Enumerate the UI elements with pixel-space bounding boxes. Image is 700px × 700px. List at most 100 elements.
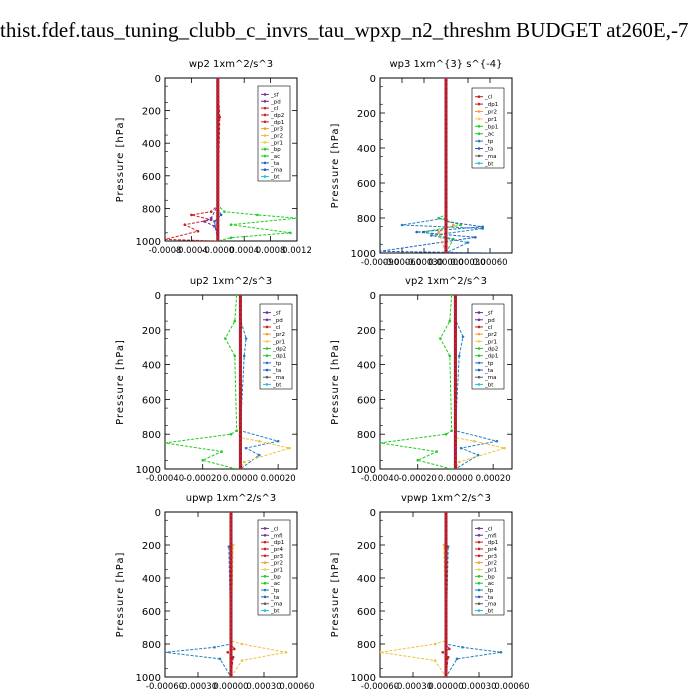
series-point (213, 646, 216, 649)
legend-marker (477, 361, 481, 365)
legend-marker (477, 368, 481, 372)
zero-profile-point (444, 592, 448, 597)
series-group (165, 78, 297, 241)
legend-entry: _ma (272, 375, 284, 381)
legend-marker (477, 318, 481, 322)
zero-profile-point (444, 107, 448, 111)
legend-marker (265, 375, 269, 379)
zero-profile-point (216, 198, 220, 202)
zero-profile-point (444, 172, 448, 176)
series-line (203, 78, 219, 241)
x-tick-label: 0.00000 (428, 258, 463, 268)
series-point (442, 543, 446, 547)
zero-profile-point (444, 163, 448, 168)
zero-profile-point (444, 207, 448, 211)
zero-profile-point (216, 92, 220, 96)
legend-marker (477, 340, 481, 343)
zero-profile-point (444, 617, 448, 621)
series-point (196, 229, 200, 233)
series-line (401, 78, 483, 253)
zero-profile-point (216, 125, 220, 129)
zero-profile-point (453, 428, 458, 432)
zero-profile-point (453, 380, 458, 384)
legend-marker (265, 311, 269, 314)
legend-entry: _ta (270, 161, 279, 167)
zero-profile-point (453, 306, 458, 310)
series-point (430, 234, 433, 237)
series-point (450, 467, 453, 469)
zero-profile-point (216, 141, 220, 145)
series-point (183, 223, 187, 226)
zero-profile-point (238, 332, 243, 336)
zero-profile-point (238, 349, 243, 354)
chart-title: wp2 1xm^2/s^3 (189, 59, 273, 70)
legend-entry: _ta (270, 595, 279, 601)
series-line (423, 78, 461, 253)
zero-profile-point (238, 445, 243, 449)
series-point (459, 446, 463, 450)
legend-marker (477, 102, 481, 106)
x-tick-label: 0.00020 (476, 474, 511, 484)
series-point (235, 295, 238, 297)
zero-profile-point (238, 406, 243, 410)
zero-profile-point (453, 341, 458, 345)
series-point (459, 223, 462, 227)
zero-profile-point (444, 203, 448, 207)
legend-marker (477, 354, 481, 357)
zero-profile-point (229, 642, 233, 646)
series-point (231, 543, 235, 547)
y-tick-label: 400 (357, 361, 376, 372)
zero-profile-point (444, 185, 448, 189)
zero-profile-point (238, 389, 243, 393)
zero-profile-point (453, 323, 458, 328)
x-tick-label: 0.00060 (472, 258, 507, 268)
zero-profile-point (229, 667, 233, 671)
zero-profile-point (238, 402, 243, 406)
x-tick-label: 0.00020 (261, 474, 296, 484)
legend-entry: _sf (270, 92, 280, 98)
series-point (450, 429, 453, 433)
zero-profile-point (444, 584, 448, 588)
series-point (209, 210, 213, 213)
zero-profile-point (216, 235, 220, 239)
zero-profile-point (238, 380, 243, 384)
zero-profile-point (216, 170, 220, 174)
y-tick-label: 400 (142, 574, 161, 585)
legend-entry: _cl (484, 325, 493, 331)
legend-marker (263, 533, 267, 537)
zero-profile-point (216, 80, 220, 84)
zero-profile-point (444, 128, 448, 133)
y-tick-label: 1000 (351, 465, 376, 476)
series-point (380, 650, 382, 654)
plot-frame (164, 77, 298, 242)
zero-profile-point (238, 454, 243, 458)
plot-frame (164, 294, 298, 470)
series-point (165, 441, 167, 445)
zero-profile-point (453, 454, 458, 458)
zero-profile-point (453, 358, 458, 362)
legend-entry: _dp1 (484, 354, 498, 360)
series-point (257, 439, 261, 443)
zero-profile-point (229, 555, 233, 559)
zero-profile-point (216, 84, 220, 88)
zero-profile-point (216, 210, 220, 215)
zero-profile-point (444, 572, 448, 576)
legend-marker (477, 602, 481, 606)
zero-profile-point (238, 419, 243, 423)
zero-profile-point (453, 371, 458, 375)
chart-panel: vp2 1xm^2/s^3 Pressure [hPa] 0 200 400 600 800… (330, 276, 513, 484)
zero-profile-point (444, 233, 448, 238)
series-point (455, 657, 459, 661)
zero-profile-point (229, 609, 233, 613)
legend-marker (263, 106, 267, 110)
zero-profile-point (444, 212, 448, 216)
series-point (220, 450, 223, 453)
series-point (213, 220, 216, 223)
y-tick-label: 1000 (136, 237, 161, 248)
series-point (289, 231, 292, 235)
legend-entry: _pr2 (272, 332, 285, 338)
y-axis-label: Pressure [hPa] (330, 552, 341, 638)
zero-profile-point (453, 445, 458, 449)
zero-profile-point (238, 341, 243, 345)
legend-entry: _pr2 (484, 561, 497, 567)
